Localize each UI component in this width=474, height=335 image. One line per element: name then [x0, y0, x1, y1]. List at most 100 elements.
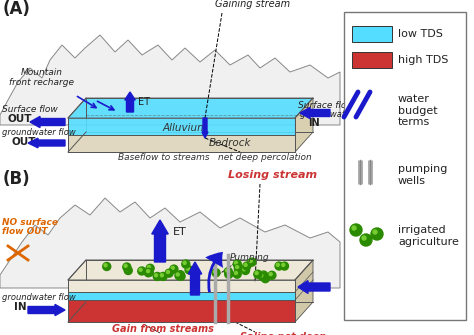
- Polygon shape: [68, 280, 295, 292]
- Circle shape: [268, 271, 276, 279]
- Circle shape: [124, 267, 132, 274]
- Text: Surface flow: Surface flow: [2, 105, 58, 114]
- Text: low TDS: low TDS: [398, 29, 443, 39]
- Polygon shape: [0, 198, 340, 288]
- Circle shape: [171, 266, 174, 269]
- Circle shape: [177, 272, 185, 280]
- Circle shape: [244, 263, 247, 266]
- Circle shape: [212, 269, 220, 277]
- Circle shape: [235, 271, 237, 274]
- FancyArrow shape: [125, 92, 135, 112]
- Circle shape: [176, 273, 179, 276]
- Circle shape: [275, 262, 283, 270]
- Circle shape: [126, 268, 128, 271]
- Circle shape: [255, 272, 258, 274]
- Polygon shape: [68, 98, 313, 118]
- Circle shape: [235, 261, 237, 264]
- Polygon shape: [295, 260, 313, 322]
- Circle shape: [213, 270, 216, 273]
- Text: high TDS: high TDS: [398, 55, 448, 65]
- Circle shape: [373, 230, 377, 234]
- Circle shape: [146, 264, 154, 272]
- Circle shape: [225, 270, 233, 278]
- Circle shape: [123, 263, 131, 271]
- Circle shape: [170, 265, 178, 273]
- Circle shape: [234, 264, 242, 272]
- FancyArrow shape: [300, 108, 330, 119]
- Polygon shape: [68, 135, 295, 152]
- Text: flow OUT: flow OUT: [2, 227, 47, 236]
- Text: net deep percolation: net deep percolation: [218, 153, 312, 162]
- Text: (B): (B): [3, 170, 31, 188]
- Circle shape: [269, 273, 272, 276]
- Circle shape: [260, 274, 263, 277]
- Text: OUT: OUT: [8, 114, 33, 124]
- Circle shape: [233, 260, 241, 268]
- Circle shape: [104, 264, 107, 267]
- Text: Baseflow to streams: Baseflow to streams: [118, 153, 210, 162]
- Text: NO surface: NO surface: [2, 218, 58, 227]
- Circle shape: [147, 266, 150, 269]
- Bar: [352, 52, 392, 68]
- Circle shape: [155, 274, 157, 277]
- Text: pumping
wells: pumping wells: [398, 164, 447, 186]
- Text: ET: ET: [138, 97, 150, 107]
- Circle shape: [243, 262, 251, 270]
- Text: Losing stream: Losing stream: [228, 170, 317, 180]
- Circle shape: [145, 269, 152, 277]
- Circle shape: [146, 270, 150, 273]
- Text: Gaining stream: Gaining stream: [215, 0, 290, 9]
- Circle shape: [139, 268, 142, 271]
- FancyArrow shape: [202, 118, 208, 138]
- Circle shape: [352, 226, 356, 230]
- Circle shape: [226, 269, 228, 272]
- Circle shape: [248, 258, 256, 266]
- Text: Saline net deep
percolation: Saline net deep percolation: [240, 332, 326, 335]
- Circle shape: [261, 275, 269, 283]
- FancyArrow shape: [28, 305, 65, 316]
- Circle shape: [176, 271, 184, 279]
- Circle shape: [236, 266, 239, 269]
- Circle shape: [160, 274, 164, 277]
- Text: Bedrock: Bedrock: [209, 138, 251, 148]
- Circle shape: [241, 266, 249, 274]
- Circle shape: [281, 262, 289, 270]
- Circle shape: [103, 263, 111, 270]
- FancyArrow shape: [28, 138, 65, 148]
- Circle shape: [282, 263, 285, 266]
- Text: IN: IN: [14, 302, 27, 312]
- Text: groundwater flow: groundwater flow: [2, 293, 76, 302]
- Circle shape: [185, 266, 193, 274]
- Circle shape: [165, 269, 173, 277]
- FancyArrow shape: [298, 281, 330, 293]
- Circle shape: [166, 270, 169, 273]
- Circle shape: [178, 274, 182, 277]
- Text: Mountain
front recharge: Mountain front recharge: [9, 68, 74, 87]
- Circle shape: [183, 261, 186, 264]
- Circle shape: [243, 268, 246, 271]
- Bar: [344, 12, 466, 320]
- Circle shape: [178, 272, 181, 275]
- Circle shape: [371, 228, 383, 240]
- Text: ET: ET: [173, 227, 187, 237]
- Circle shape: [362, 236, 366, 240]
- Text: groundwater flow: groundwater flow: [300, 110, 374, 119]
- Circle shape: [159, 272, 167, 280]
- Circle shape: [182, 260, 190, 268]
- Polygon shape: [295, 98, 313, 152]
- Polygon shape: [68, 300, 295, 322]
- Text: (A): (A): [3, 0, 31, 18]
- Circle shape: [263, 276, 266, 279]
- Text: Gain from streams: Gain from streams: [112, 324, 214, 334]
- Text: Surface flow: Surface flow: [298, 101, 354, 110]
- Circle shape: [186, 267, 189, 270]
- Polygon shape: [68, 118, 295, 135]
- Circle shape: [226, 272, 229, 275]
- Circle shape: [153, 272, 161, 280]
- Polygon shape: [68, 292, 295, 300]
- Circle shape: [124, 264, 127, 267]
- Circle shape: [146, 270, 149, 273]
- Text: irrigated
agriculture: irrigated agriculture: [398, 225, 459, 247]
- FancyArrow shape: [30, 116, 65, 128]
- Text: water
budget
terms: water budget terms: [398, 94, 438, 127]
